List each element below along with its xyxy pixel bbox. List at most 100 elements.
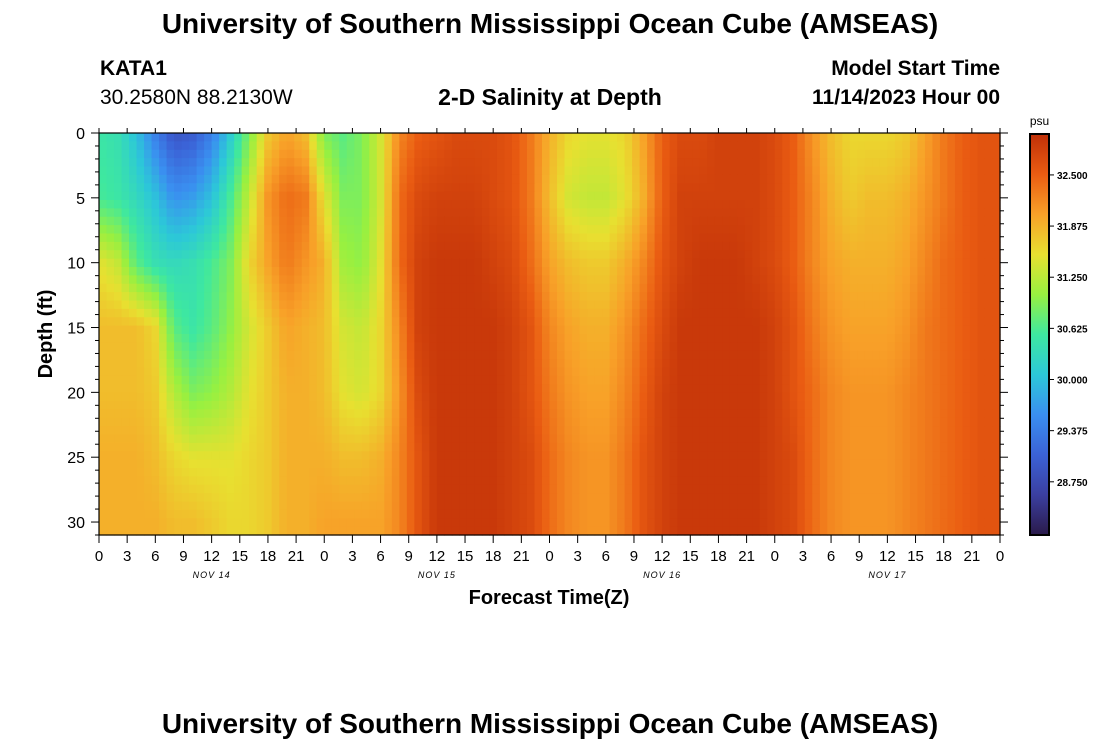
heatmap-cell	[939, 308, 949, 318]
heatmap-cell	[369, 208, 378, 218]
heatmap-cell	[722, 417, 731, 427]
heatmap-cell	[144, 191, 153, 201]
heatmap-cell	[887, 258, 896, 268]
heatmap-cell	[684, 258, 693, 268]
heatmap-cell	[902, 158, 911, 168]
heatmap-cell	[144, 350, 153, 360]
heatmap-cell	[279, 359, 288, 369]
heatmap-cell	[481, 208, 491, 218]
heatmap-cell	[654, 367, 663, 377]
heatmap-cell	[962, 359, 971, 369]
heatmap-cell	[114, 174, 123, 184]
heatmap-cell	[106, 468, 115, 477]
heatmap-cell	[857, 183, 866, 193]
heatmap-cell	[857, 409, 866, 419]
heatmap-cell	[969, 225, 979, 235]
heatmap-cell	[857, 216, 866, 226]
heatmap-cell	[977, 317, 986, 327]
heatmap-cell	[474, 241, 483, 251]
heatmap-cell	[331, 409, 340, 419]
heatmap-cell	[564, 166, 573, 176]
heatmap-cell	[782, 191, 791, 201]
heatmap-cell	[947, 141, 956, 151]
heatmap-cell	[436, 191, 445, 201]
heatmap-cell	[181, 292, 190, 302]
heatmap-cell	[286, 442, 295, 452]
heatmap-cell	[181, 375, 190, 385]
heatmap-cell	[481, 149, 491, 159]
heatmap-cell	[211, 350, 220, 360]
heatmap-cell	[309, 225, 318, 235]
heatmap-cell	[136, 166, 145, 176]
heatmap-cell	[947, 216, 956, 226]
heatmap-cell	[294, 300, 303, 310]
heatmap-cell	[609, 183, 618, 193]
heatmap-cell	[827, 283, 836, 293]
heatmap-cell	[819, 208, 828, 218]
heatmap-cell	[932, 141, 941, 151]
heatmap-cell	[376, 258, 385, 268]
heatmap-cell	[429, 459, 438, 469]
heatmap-cell	[466, 417, 476, 427]
heatmap-cell	[451, 200, 460, 209]
heatmap-cell	[992, 442, 1001, 452]
heatmap-cell	[947, 459, 956, 469]
heatmap-cell	[879, 241, 888, 251]
heatmap-cell	[707, 292, 716, 302]
heatmap-cell	[654, 216, 663, 226]
heatmap-cell	[511, 158, 521, 168]
heatmap-cell	[984, 166, 994, 176]
heatmap-cell	[264, 350, 273, 360]
heatmap-cell	[249, 459, 258, 469]
heatmap-cell	[181, 158, 190, 168]
heatmap-cell	[992, 208, 1001, 218]
heatmap-cell	[692, 401, 701, 410]
heatmap-cell	[166, 468, 175, 477]
heatmap-cell	[842, 200, 851, 209]
heatmap-cell	[511, 375, 521, 385]
heatmap-cell	[361, 317, 370, 327]
heatmap-cell	[99, 283, 108, 293]
heatmap-cell	[339, 375, 348, 385]
heatmap-cell	[924, 375, 934, 385]
heatmap-cell	[399, 334, 408, 343]
heatmap-cell	[692, 325, 701, 335]
heatmap-cell	[707, 384, 716, 394]
heatmap-cell	[947, 225, 956, 235]
heatmap-cell	[421, 434, 430, 444]
heatmap-cell	[466, 233, 476, 243]
heatmap-cell	[804, 409, 813, 419]
heatmap-cell	[241, 325, 250, 335]
heatmap-cell	[887, 133, 896, 142]
heatmap-cell	[692, 283, 701, 293]
heatmap-cell	[759, 468, 768, 477]
heatmap-cell	[609, 225, 618, 235]
heatmap-cell	[602, 267, 611, 276]
heatmap-cell	[241, 300, 250, 310]
heatmap-cell	[339, 350, 348, 360]
heatmap-cell	[564, 476, 573, 486]
heatmap-cell	[211, 183, 220, 193]
heatmap-cell	[204, 233, 213, 243]
heatmap-cell	[166, 250, 175, 260]
heatmap-cell	[684, 191, 693, 201]
heatmap-cell	[226, 468, 235, 477]
heatmap-cell	[489, 258, 498, 268]
heatmap-cell	[579, 375, 588, 385]
heatmap-cell	[361, 267, 370, 276]
heatmap-cell	[151, 468, 160, 477]
heatmap-cell	[744, 225, 753, 235]
heatmap-cell	[316, 258, 325, 268]
heatmap-cell	[301, 267, 310, 276]
heatmap-cell	[932, 442, 941, 452]
heatmap-cell	[234, 426, 243, 436]
heatmap-cell	[662, 200, 671, 209]
heatmap-cell	[504, 258, 513, 268]
heatmap-cell	[144, 384, 153, 394]
heatmap-cell	[436, 375, 445, 385]
heatmap-cell	[662, 275, 671, 285]
heatmap-cell	[106, 401, 115, 410]
heatmap-cell	[587, 392, 596, 402]
heatmap-cell	[399, 267, 408, 276]
heatmap-cell	[361, 375, 370, 385]
